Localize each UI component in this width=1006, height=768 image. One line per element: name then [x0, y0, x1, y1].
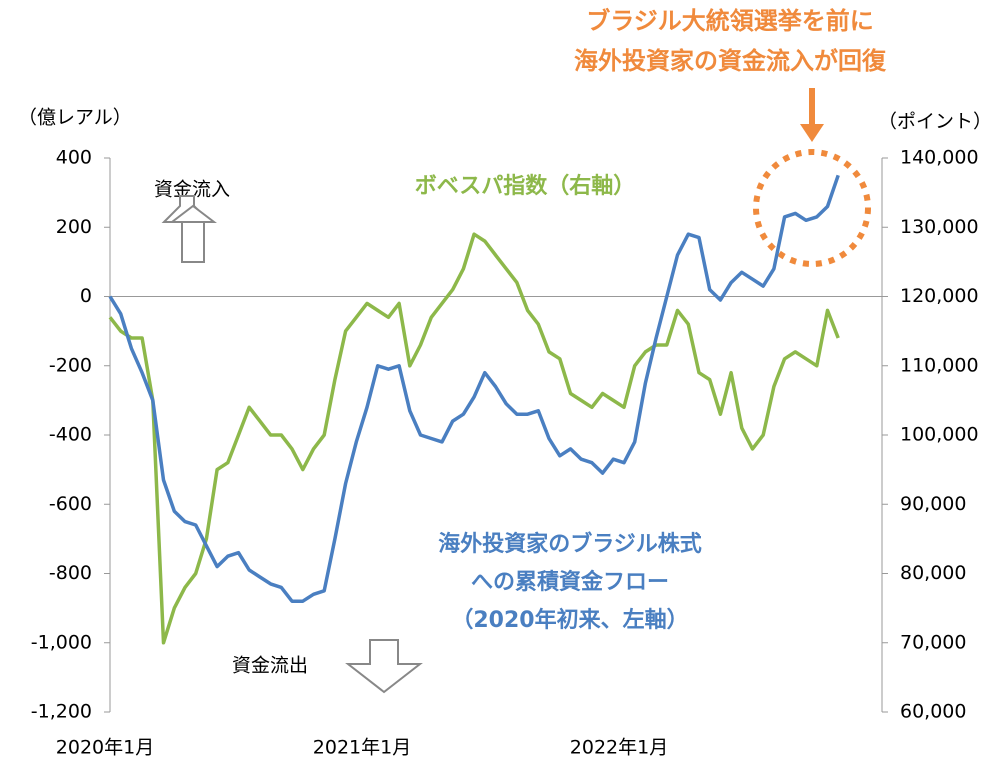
- series-label: への累積資金フロー: [471, 569, 669, 595]
- headline: ブラジル大統領選挙を前に: [586, 7, 874, 35]
- y2-axis-label: （ポイント）: [878, 111, 992, 133]
- x-tick-label: 2021年1月: [313, 737, 411, 759]
- y-tick-label: 0: [80, 285, 92, 307]
- series-label: ボベスパ指数（右軸）: [415, 173, 635, 199]
- series-line: [108, 232, 840, 645]
- down-arrow: [345, 639, 423, 694]
- x-tick-label: 2020年1月: [56, 737, 154, 759]
- y2-tick-label: 130,000: [900, 216, 979, 238]
- series-line: [108, 174, 840, 603]
- y-tick-label: -800: [49, 562, 92, 584]
- y-tick-label: -1,200: [31, 701, 92, 723]
- outflow-label: 資金流出: [232, 655, 308, 677]
- up-arrow: [169, 204, 217, 263]
- y-tick-label: -200: [49, 354, 92, 376]
- y2-tick-label: 70,000: [900, 631, 966, 653]
- y2-tick-label: 140,000: [900, 147, 979, 169]
- y2-tick-label: 120,000: [900, 285, 979, 307]
- y2-tick-label: 90,000: [900, 493, 966, 515]
- series-label: 海外投資家のブラジル株式: [438, 531, 702, 557]
- x-tick-label: 2022年1月: [570, 737, 668, 759]
- inflow-label: 資金流入: [154, 179, 230, 201]
- pointer-arrow: [800, 124, 824, 142]
- highlight-circle: [753, 149, 871, 267]
- y-tick-label: -600: [49, 493, 92, 515]
- series-label: （2020年初来、左軸）: [451, 607, 688, 633]
- y2-tick-label: 100,000: [900, 424, 979, 446]
- y2-tick-label: 80,000: [900, 562, 966, 584]
- headline: 海外投資家の資金流入が回復: [574, 47, 887, 75]
- y2-tick-label: 110,000: [900, 354, 979, 376]
- y-axis-label: （億レアル）: [18, 107, 132, 129]
- y-tick-label: -1,000: [31, 631, 92, 653]
- y2-tick-label: 60,000: [900, 701, 966, 723]
- y-tick-label: -400: [49, 424, 92, 446]
- y-tick-label: 200: [56, 216, 92, 238]
- y-tick-label: 400: [56, 147, 92, 169]
